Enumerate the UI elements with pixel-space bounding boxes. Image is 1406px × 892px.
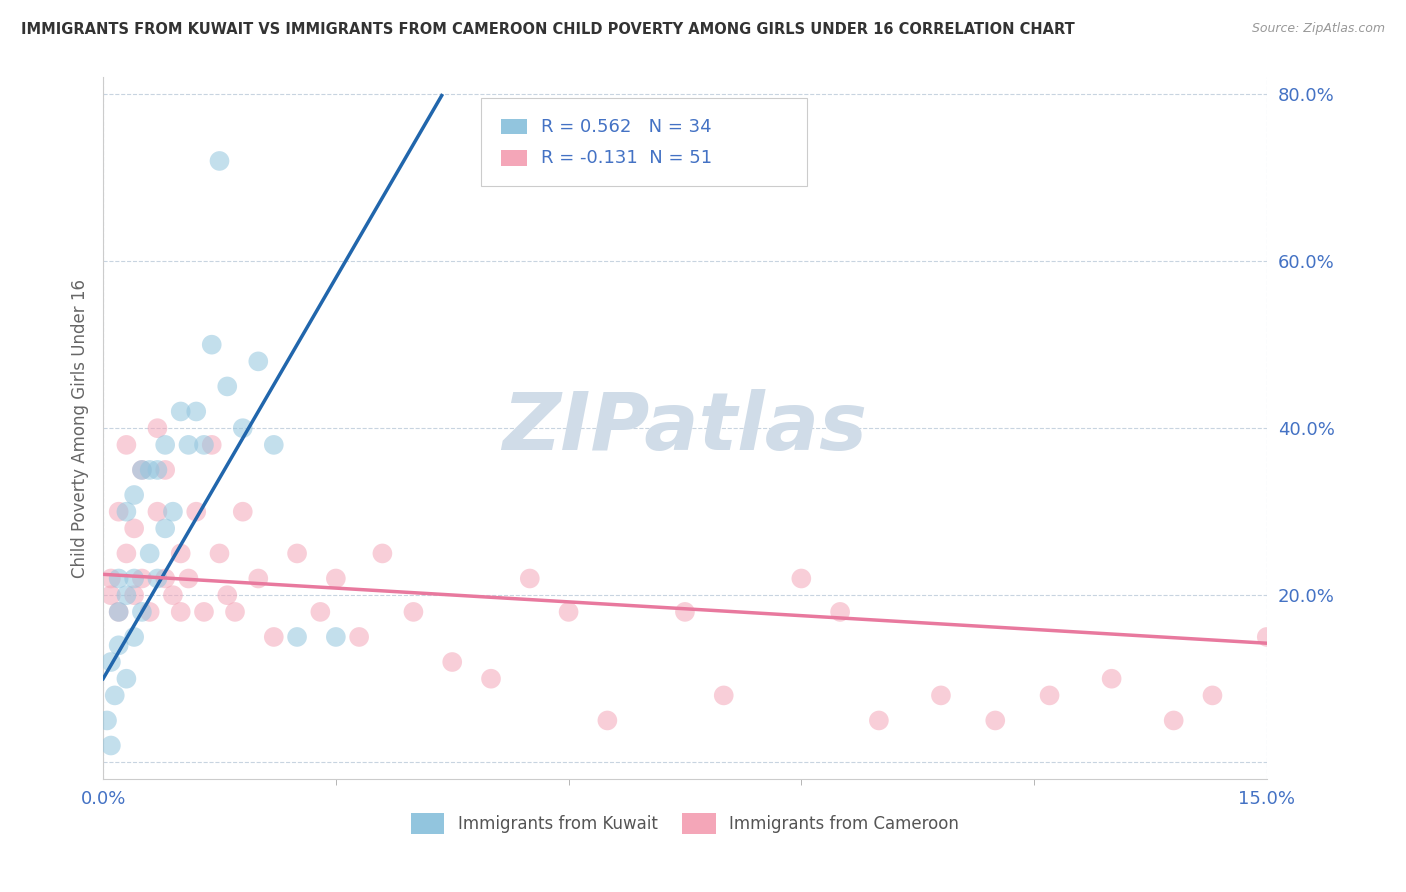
Point: [263, 438, 285, 452]
Point: [232, 505, 254, 519]
Point: [713, 689, 735, 703]
Point: [402, 605, 425, 619]
Point: [122, 521, 145, 535]
Point: [131, 463, 153, 477]
Point: [170, 404, 193, 418]
Point: [153, 521, 176, 535]
Point: [325, 630, 347, 644]
Point: [131, 572, 153, 586]
Point: [201, 337, 224, 351]
Point: [557, 605, 579, 619]
Point: [201, 438, 224, 452]
Point: [131, 605, 153, 619]
Point: [193, 438, 215, 452]
Point: [309, 605, 332, 619]
Point: [208, 546, 231, 560]
Point: [193, 605, 215, 619]
Point: [138, 605, 160, 619]
Point: [138, 546, 160, 560]
Point: [115, 672, 138, 686]
Point: [186, 404, 208, 418]
Point: [122, 588, 145, 602]
Legend: Immigrants from Kuwait, Immigrants from Cameroon: Immigrants from Kuwait, Immigrants from …: [411, 814, 959, 834]
Point: [673, 605, 696, 619]
Point: [830, 605, 852, 619]
Point: [217, 588, 239, 602]
Point: [146, 463, 169, 477]
Point: [1163, 714, 1185, 728]
Point: [107, 638, 129, 652]
Point: [479, 672, 502, 686]
Point: [100, 588, 122, 602]
Point: [146, 421, 169, 435]
Text: ZIPatlas: ZIPatlas: [502, 389, 868, 467]
Point: [115, 438, 138, 452]
Text: R = -0.131  N = 51: R = -0.131 N = 51: [541, 149, 711, 167]
Point: [232, 421, 254, 435]
Text: Source: ZipAtlas.com: Source: ZipAtlas.com: [1251, 22, 1385, 36]
Bar: [501, 119, 527, 135]
Point: [100, 655, 122, 669]
Point: [96, 714, 118, 728]
Point: [170, 546, 193, 560]
Point: [929, 689, 952, 703]
Point: [1256, 630, 1278, 644]
Point: [122, 488, 145, 502]
Point: [596, 714, 619, 728]
Point: [107, 505, 129, 519]
Point: [247, 354, 270, 368]
Point: [162, 588, 184, 602]
Point: [790, 572, 813, 586]
Point: [371, 546, 394, 560]
Point: [208, 153, 231, 168]
Point: [224, 605, 246, 619]
Point: [263, 630, 285, 644]
Point: [153, 463, 176, 477]
Point: [153, 572, 176, 586]
Point: [186, 505, 208, 519]
Point: [162, 505, 184, 519]
Point: [146, 572, 169, 586]
Point: [122, 630, 145, 644]
Point: [107, 605, 129, 619]
Point: [115, 546, 138, 560]
Point: [146, 505, 169, 519]
Point: [519, 572, 541, 586]
Point: [441, 655, 464, 669]
Point: [1101, 672, 1123, 686]
Point: [285, 546, 308, 560]
Point: [347, 630, 370, 644]
Point: [217, 379, 239, 393]
Point: [1201, 689, 1223, 703]
Point: [131, 463, 153, 477]
Point: [170, 605, 193, 619]
Point: [100, 572, 122, 586]
Point: [122, 572, 145, 586]
Text: IMMIGRANTS FROM KUWAIT VS IMMIGRANTS FROM CAMEROON CHILD POVERTY AMONG GIRLS UND: IMMIGRANTS FROM KUWAIT VS IMMIGRANTS FRO…: [21, 22, 1074, 37]
Point: [115, 505, 138, 519]
FancyBboxPatch shape: [481, 98, 807, 186]
Point: [247, 572, 270, 586]
Y-axis label: Child Poverty Among Girls Under 16: Child Poverty Among Girls Under 16: [72, 278, 89, 578]
Point: [107, 605, 129, 619]
Point: [115, 588, 138, 602]
Point: [107, 572, 129, 586]
Point: [104, 689, 127, 703]
Point: [1038, 689, 1060, 703]
Point: [177, 572, 200, 586]
Point: [138, 463, 160, 477]
Point: [868, 714, 890, 728]
Bar: [501, 151, 527, 166]
Point: [984, 714, 1007, 728]
Point: [285, 630, 308, 644]
Point: [325, 572, 347, 586]
Point: [177, 438, 200, 452]
Point: [100, 739, 122, 753]
Text: R = 0.562   N = 34: R = 0.562 N = 34: [541, 118, 711, 136]
Point: [153, 438, 176, 452]
